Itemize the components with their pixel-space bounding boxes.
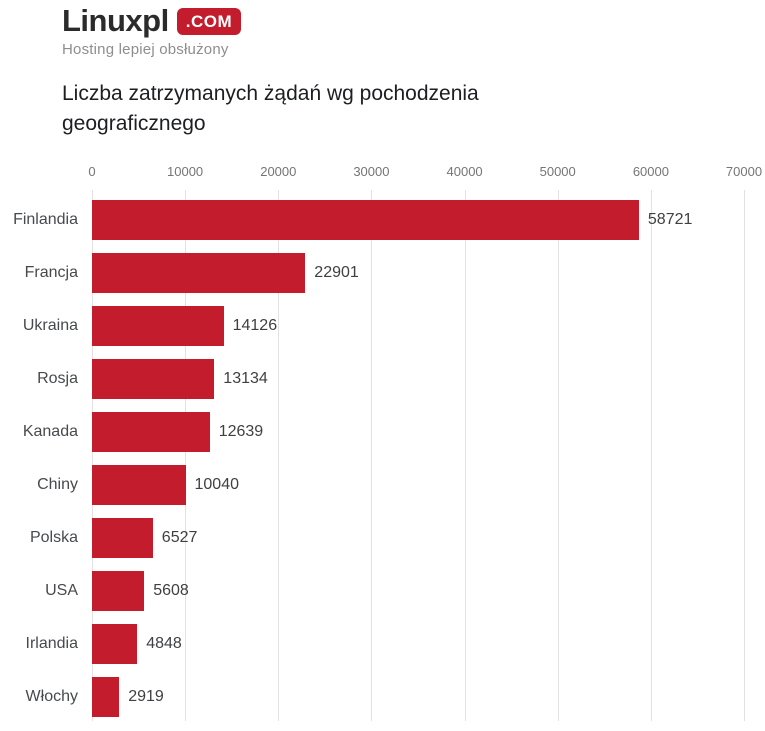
gridline (744, 190, 745, 721)
gridline (650, 190, 652, 721)
x-tick-label: 30000 (353, 164, 390, 179)
x-tick-label: 70000 (725, 164, 763, 179)
x-tick-label: 0 (88, 164, 96, 179)
bar (92, 624, 138, 664)
bar (92, 359, 215, 399)
x-tick-label: 20000 (260, 164, 297, 179)
logo-row: Linuxpl .COM (62, 3, 242, 38)
value-label: 14126 (232, 317, 278, 334)
category-label: Włochy (25, 688, 78, 705)
bar (92, 518, 153, 558)
logo-tagline: Hosting lepiej obsłużony (62, 41, 229, 58)
linuxpl-logo[interactable]: Linuxpl .COM Hosting lepiej obsłużony (62, 3, 242, 58)
category-label: USA (45, 582, 78, 599)
bar (92, 200, 639, 240)
x-tick-label: 40000 (446, 164, 483, 179)
x-tick-label: 60000 (632, 164, 669, 179)
category-label: Rosja (37, 370, 78, 387)
category-label: Chiny (37, 476, 78, 493)
category-label: Kanada (22, 423, 78, 440)
value-label: 10040 (194, 476, 240, 493)
category-label: Finlandia (13, 211, 78, 228)
plot-area: 58721 22901 14126 13134 12639 10040 6527 5608 48… (92, 190, 745, 721)
bar (92, 465, 186, 505)
category-label: Ukraina (22, 317, 78, 334)
x-tick-label: 50000 (539, 164, 576, 179)
value-label: 4848 (146, 635, 182, 652)
tld-badge: .COM (176, 7, 242, 35)
category-label: Francja (24, 264, 78, 281)
gridline (92, 190, 93, 721)
chart-title: Liczba zatrzymanych żądań wg pochodzenia… (62, 82, 479, 135)
bar (92, 571, 145, 611)
value-label: 58721 (647, 211, 693, 228)
gridline (464, 190, 466, 721)
bar (92, 306, 224, 346)
value-label: 22901 (314, 264, 359, 281)
gridline (557, 190, 559, 721)
category-label: Irlandia (25, 635, 78, 652)
category-label: Polska (29, 529, 78, 546)
bar (92, 677, 120, 717)
value-label: 6527 (161, 529, 198, 546)
bar (92, 412, 210, 452)
gridline (185, 190, 187, 721)
value-label: 13134 (223, 370, 268, 387)
value-label: 12639 (218, 423, 264, 440)
value-label: 5608 (153, 582, 189, 599)
value-label: 2919 (128, 688, 164, 705)
gridline (371, 190, 373, 721)
gridline (278, 190, 280, 721)
bar (92, 253, 306, 293)
brand-name: Linuxpl (62, 3, 169, 38)
x-tick-label: 10000 (167, 164, 204, 179)
